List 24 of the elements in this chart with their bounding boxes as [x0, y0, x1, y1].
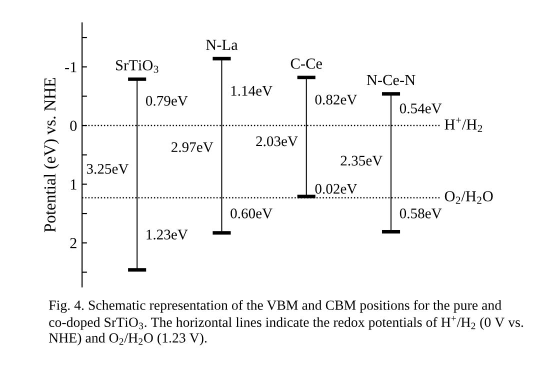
annotation: 2.97eV [172, 142, 214, 152]
x-tick-label: N-Ce-N [366, 74, 416, 86]
annotation: 0.79eV [146, 96, 188, 106]
y-axis-title: Potential (eV) vs. NHE [44, 78, 59, 232]
annotation: 0.02eV [315, 184, 358, 194]
y-tick-label: 1 [70, 179, 76, 190]
text: Fig. 4. Schematic representation of the VBM and CBM positions for the pure and co-doped SrTiO$_{3}$. The horizontal lines indicate the redox potentials of H$^{+}$/H$_{2}$ (0 V vs. NHE) and O$_{2}$/H$_{2}$O (1.23 V). [49, 300, 524, 346]
annotation: 1.14eV [231, 86, 272, 96]
y-tick-label: 2 [70, 238, 76, 248]
annotation: 0.58eV [400, 208, 442, 218]
annotation: 2.03eV [256, 136, 298, 146]
ref-line-label: H$^{+}$/H$_{2}$ [444, 118, 482, 132]
annotation: 2.35eV [340, 156, 383, 166]
x-tick-label: SrTiO$_{3}$ [116, 60, 158, 73]
y-tick-label: 0 [70, 120, 77, 131]
x-tick-label: N-La [206, 40, 238, 50]
y-tick-label: -1 [65, 62, 76, 72]
x-tick-label: C-Ce [290, 58, 322, 69]
annotation: 1.23eV [146, 230, 188, 240]
annotation: 0.54eV [400, 104, 442, 114]
ref-line-label: O$_{2}$/H$_{2}$O [444, 191, 493, 204]
annotation: 0.60eV [230, 208, 272, 218]
annotation: 3.25eV [86, 164, 129, 174]
annotation: 0.82eV [315, 94, 358, 105]
